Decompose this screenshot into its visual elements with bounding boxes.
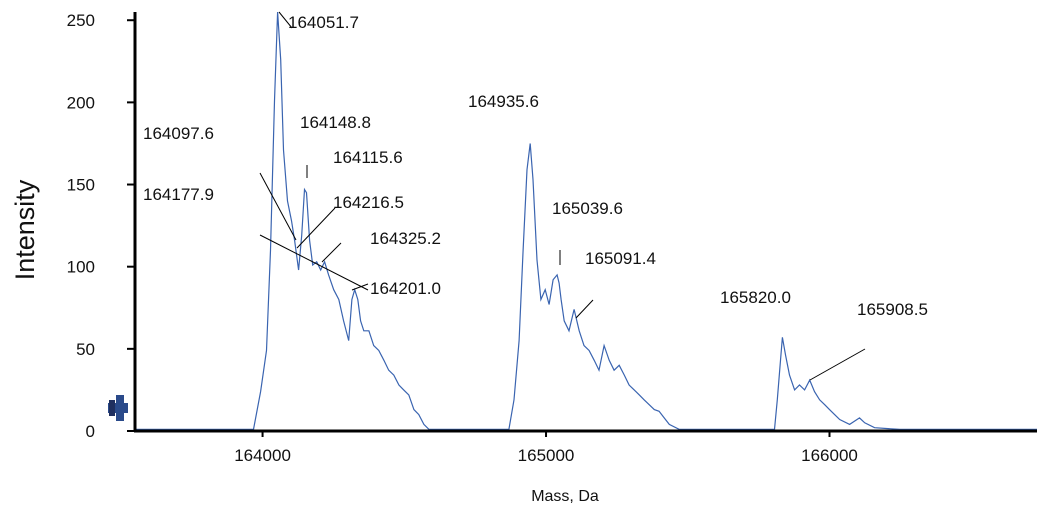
- y-tick-label: 100: [67, 258, 95, 277]
- spectrum-line: [135, 11, 1037, 430]
- y-tick-label: 200: [67, 93, 95, 112]
- peak-label: 164097.6: [143, 124, 214, 143]
- leader-line: [296, 207, 336, 249]
- peak-label: 164051.7: [288, 13, 359, 32]
- peak-label: 164201.0: [370, 279, 441, 298]
- leader-line: [809, 348, 866, 381]
- y-tick-label: 150: [67, 176, 95, 195]
- peak-label: 164216.5: [333, 193, 404, 212]
- peak-label: 165039.6: [552, 199, 623, 218]
- x-axis-label: Mass, Da: [531, 488, 599, 505]
- peak-label: 164148.8: [300, 113, 371, 132]
- peak-label: 164115.6: [333, 148, 403, 167]
- x-tick-label: 164000: [234, 446, 291, 465]
- leader-line: [351, 283, 369, 291]
- peak-label: 164177.9: [143, 185, 214, 204]
- peak-label: 164935.6: [468, 92, 539, 111]
- y-tick-label: 0: [86, 422, 95, 441]
- leader-line: [259, 172, 297, 241]
- peak-label: 165820.0: [720, 288, 791, 307]
- peak-label: 165908.5: [857, 300, 928, 319]
- leader-line: [321, 242, 342, 263]
- x-tick-label: 166000: [801, 446, 858, 465]
- x-tick-label: 165000: [518, 446, 575, 465]
- leader-line: [575, 299, 594, 319]
- peak-label: 165091.4: [585, 249, 656, 268]
- y-tick-label: 250: [67, 11, 95, 30]
- y-axis-label: Intensity: [10, 179, 40, 280]
- arrow-icon: [108, 395, 128, 421]
- peak-label: 164325.2: [370, 229, 441, 248]
- leader-line: [259, 234, 369, 291]
- leader-line: [278, 11, 293, 29]
- y-tick-label: 50: [76, 340, 95, 359]
